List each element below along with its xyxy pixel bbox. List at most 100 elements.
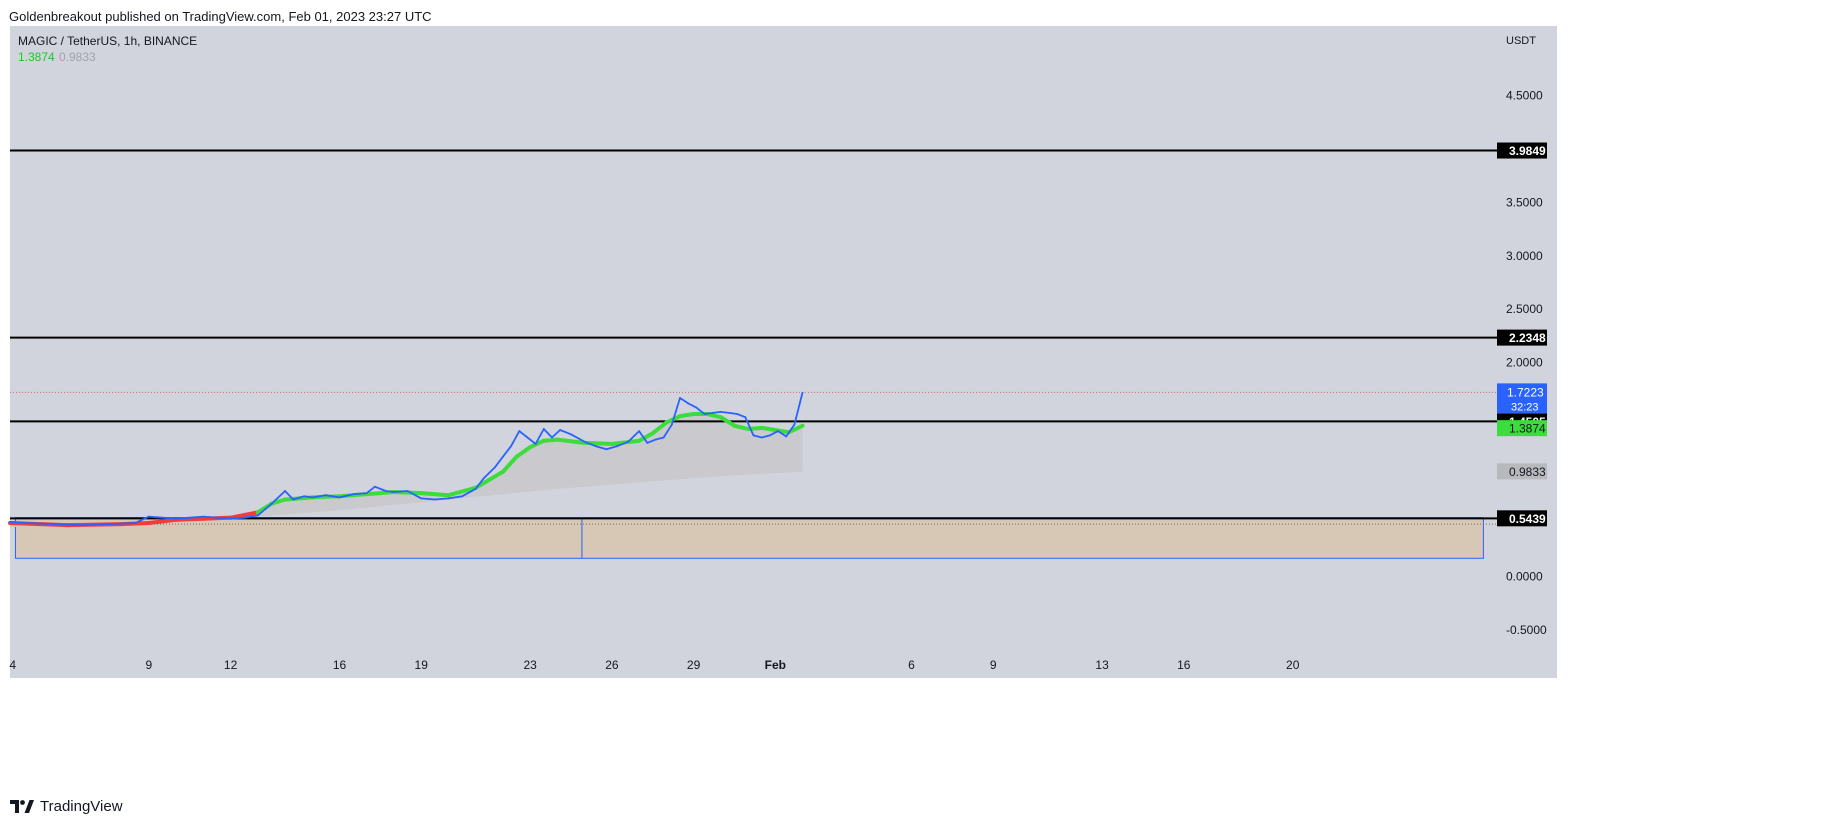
level-badge-label: 0.5439 — [1509, 512, 1546, 526]
price-point — [719, 410, 722, 413]
price-point — [510, 445, 513, 447]
price-point — [365, 492, 368, 494]
level-badge — [1497, 510, 1547, 527]
price-point — [406, 490, 409, 492]
ma-segment — [514, 445, 533, 459]
last-price-badge — [1497, 383, 1547, 414]
price-point — [134, 522, 137, 524]
ma-segment — [705, 411, 723, 420]
ma-segment — [528, 438, 546, 450]
price-point — [570, 433, 572, 436]
price-point — [728, 412, 730, 414]
price-series-line — [9, 392, 804, 527]
price-point — [785, 435, 788, 438]
countdown-label: 32:23 — [1511, 401, 1539, 413]
price-point — [303, 495, 306, 498]
price-point — [801, 391, 804, 394]
price-point — [433, 498, 436, 501]
price-point — [161, 516, 164, 519]
price-point — [777, 430, 779, 432]
level-badge-label: 3.9849 — [1509, 144, 1546, 158]
price-point — [534, 443, 537, 445]
ma-segment — [759, 425, 778, 433]
ma-segment — [364, 490, 397, 497]
price-point — [374, 485, 376, 488]
price-point — [292, 498, 295, 501]
level-badge — [1497, 329, 1547, 346]
price-point — [474, 487, 477, 490]
price-point — [695, 406, 698, 409]
x-tick-label: 16 — [1177, 658, 1191, 672]
legend-value-ma: 1.3874 — [18, 50, 55, 64]
price-point — [461, 495, 463, 498]
price-point — [616, 445, 619, 447]
price-point — [627, 440, 630, 443]
price-point — [188, 516, 191, 519]
y-tick-label: 3.5000 — [1506, 195, 1543, 209]
y-tick-label: 3.0000 — [1506, 249, 1543, 263]
footer-brand[interactable]: TradingView — [40, 798, 123, 815]
price-point — [711, 412, 714, 414]
price-point — [744, 416, 747, 419]
price-point — [559, 429, 562, 431]
x-tick-label: 23 — [523, 658, 537, 672]
ma-cloud — [10, 414, 803, 528]
x-tick-label: Feb — [765, 658, 786, 672]
price-point — [646, 441, 649, 444]
price-point — [752, 434, 755, 437]
price-point — [654, 438, 657, 441]
symbol-title: MAGIC / TetherUS, 1h, BINANCE — [18, 34, 197, 48]
y-tick-label: 4.5000 — [1506, 88, 1543, 102]
ma-segment — [446, 485, 478, 498]
price-point — [736, 413, 739, 415]
ma-segment — [650, 420, 669, 436]
price-point — [594, 445, 597, 447]
band-price-badge — [1497, 463, 1547, 480]
ma-segment — [419, 491, 451, 498]
x-tick-label: 9 — [990, 658, 997, 672]
x-tick-label: 12 — [224, 658, 238, 672]
price-point — [229, 517, 232, 520]
price-point — [679, 397, 681, 399]
y-tick-label: 0.0000 — [1506, 569, 1543, 583]
price-point — [79, 524, 82, 527]
price-point — [311, 496, 314, 499]
price-point — [256, 514, 259, 517]
x-tick-label: 6 — [908, 658, 915, 672]
price-point — [768, 434, 771, 437]
price-point — [482, 477, 485, 480]
level-badge-label: 2.2348 — [1509, 331, 1546, 345]
ma-segment — [555, 437, 587, 445]
x-tick-label: 4 — [9, 658, 16, 672]
price-point — [670, 423, 673, 426]
published-line: Goldenbreakout published on TradingView.… — [9, 9, 432, 24]
price-point — [447, 497, 450, 500]
ma-segment — [786, 423, 805, 435]
ma-segment — [718, 415, 737, 428]
y-tick-label: 2.0000 — [1506, 356, 1543, 370]
ma-segment — [677, 411, 696, 419]
band-price-label: 0.9833 — [1509, 465, 1546, 479]
x-tick-label: 26 — [605, 658, 619, 672]
tradingview-logo-icon[interactable] — [10, 799, 34, 814]
ma-segment — [637, 431, 655, 443]
last-price-label: 1.7223 — [1507, 385, 1544, 399]
ma-segment — [500, 454, 519, 474]
price-point — [25, 522, 28, 524]
price-point — [284, 490, 286, 492]
currency-label: USDT — [1506, 35, 1536, 47]
ma-segment — [174, 516, 206, 522]
ma-segment — [146, 517, 179, 526]
price-point — [551, 436, 553, 439]
price-point — [216, 516, 218, 519]
price-point — [270, 502, 273, 505]
price-point — [420, 497, 423, 500]
y-tick-label: -0.5000 — [1506, 623, 1547, 637]
ma-segment — [228, 510, 260, 520]
x-tick-label: 20 — [1286, 658, 1300, 672]
chart-pane — [10, 26, 1557, 678]
x-tick-label: 29 — [687, 658, 701, 672]
price-point — [502, 455, 504, 458]
price-point — [526, 436, 529, 439]
